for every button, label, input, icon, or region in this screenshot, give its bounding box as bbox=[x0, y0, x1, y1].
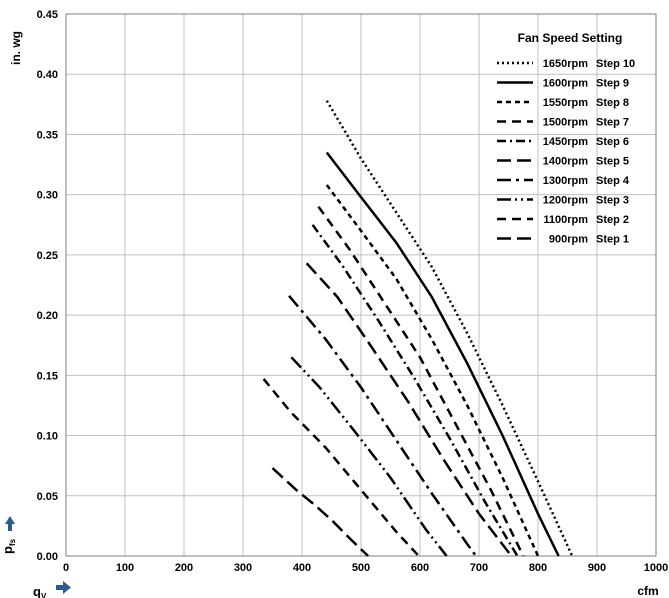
y-tick-label: 0.15 bbox=[37, 370, 58, 382]
legend-step-label: Step 4 bbox=[596, 175, 630, 187]
plot-area-frame bbox=[65, 13, 657, 557]
x-tick-label: 700 bbox=[470, 562, 488, 574]
legend-step-label: Step 7 bbox=[596, 117, 629, 129]
legend-step-label: Step 3 bbox=[596, 195, 629, 207]
series-line-1100rpm bbox=[262, 378, 420, 557]
y-tick-label: 0.20 bbox=[37, 310, 58, 322]
x-tick-label: 300 bbox=[234, 562, 252, 574]
legend-step-label: Step 10 bbox=[596, 58, 635, 70]
legend-step-label: Step 1 bbox=[596, 234, 629, 246]
x-axis-symbol: qV bbox=[33, 581, 71, 598]
series-line-1650rpm bbox=[325, 100, 574, 557]
y-tick-label: 0.25 bbox=[37, 250, 58, 262]
x-axis-unit-label: cfm bbox=[637, 584, 658, 598]
legend-rpm-label: 1450rpm bbox=[543, 136, 588, 148]
x-tick-label: 1000 bbox=[644, 562, 668, 574]
x-tick-label: 600 bbox=[411, 562, 429, 574]
y-tick-label: 0.35 bbox=[37, 129, 58, 141]
series-lines bbox=[262, 100, 574, 557]
y-tick-label: 0.10 bbox=[37, 431, 58, 443]
legend-step-label: Step 9 bbox=[596, 78, 629, 90]
legend-step-label: Step 8 bbox=[596, 97, 629, 109]
series-line-1300rpm bbox=[288, 294, 478, 557]
series-line-1550rpm bbox=[325, 184, 540, 557]
legend-rpm-label: 1200rpm bbox=[543, 195, 588, 207]
svg-text:qV: qV bbox=[33, 584, 47, 598]
legend-rpm-label: 1600rpm bbox=[543, 78, 588, 90]
y-tick-labels: 0.00 0.05 0.10 0.15 0.20 0.25 0.30 0.35 0.40 0.45 bbox=[37, 9, 58, 563]
legend-rpm-label: 1550rpm bbox=[543, 97, 588, 109]
legend-step-label: Step 2 bbox=[596, 214, 629, 226]
y-tick-label: 0.30 bbox=[37, 190, 58, 202]
x-symbol-letter: q bbox=[33, 584, 41, 598]
x-symbol-subscript: V bbox=[41, 592, 47, 598]
series-line-900rpm bbox=[271, 467, 369, 557]
y-axis-symbol: pfs bbox=[0, 516, 17, 554]
series-line-1450rpm bbox=[311, 224, 519, 557]
legend-step-label: Step 5 bbox=[596, 156, 629, 168]
y-tick-label: 0.40 bbox=[37, 69, 58, 81]
legend: Fan Speed Setting 1650rpm Step 10 1600rpm S… bbox=[497, 31, 635, 246]
x-tick-label: 400 bbox=[293, 562, 311, 574]
x-tick-label: 800 bbox=[529, 562, 547, 574]
y-tick-label: 0.05 bbox=[37, 491, 58, 503]
y-direction-arrow-icon bbox=[5, 516, 15, 531]
x-direction-arrow-icon bbox=[56, 581, 71, 594]
y-tick-label: 0.45 bbox=[37, 9, 58, 21]
legend-rpm-label: 1500rpm bbox=[543, 117, 588, 129]
series-line-1500rpm bbox=[317, 205, 525, 557]
svg-text:pfs: pfs bbox=[0, 538, 17, 554]
y-symbol-letter: p bbox=[0, 546, 15, 554]
legend-step-label: Step 6 bbox=[596, 136, 629, 148]
x-tick-label: 100 bbox=[116, 562, 134, 574]
x-tick-label: 0 bbox=[63, 562, 69, 574]
series-line-1400rpm bbox=[305, 262, 513, 557]
x-tick-label: 500 bbox=[352, 562, 370, 574]
x-tick-label: 900 bbox=[588, 562, 606, 574]
legend-rpm-label: 1300rpm bbox=[543, 175, 588, 187]
y-symbol-subscript: fs bbox=[8, 538, 17, 546]
y-tick-label: 0.00 bbox=[37, 551, 58, 563]
x-tick-labels: 0 100 200 300 400 500 600 700 800 900 1000 bbox=[63, 562, 668, 574]
series-line-1600rpm bbox=[325, 151, 560, 557]
legend-items: 1650rpm Step 10 1600rpm Step 9 1550rpm Step 8… bbox=[497, 58, 635, 246]
legend-rpm-label: 1650rpm bbox=[543, 58, 588, 70]
legend-rpm-label: 1400rpm bbox=[543, 156, 588, 168]
x-tick-label: 200 bbox=[175, 562, 193, 574]
series-line-1200rpm bbox=[290, 356, 448, 557]
legend-title: Fan Speed Setting bbox=[518, 31, 623, 45]
legend-rpm-label: 900rpm bbox=[549, 234, 588, 246]
y-axis-unit-label: in. wg bbox=[9, 31, 23, 65]
legend-rpm-label: 1100rpm bbox=[543, 214, 588, 226]
